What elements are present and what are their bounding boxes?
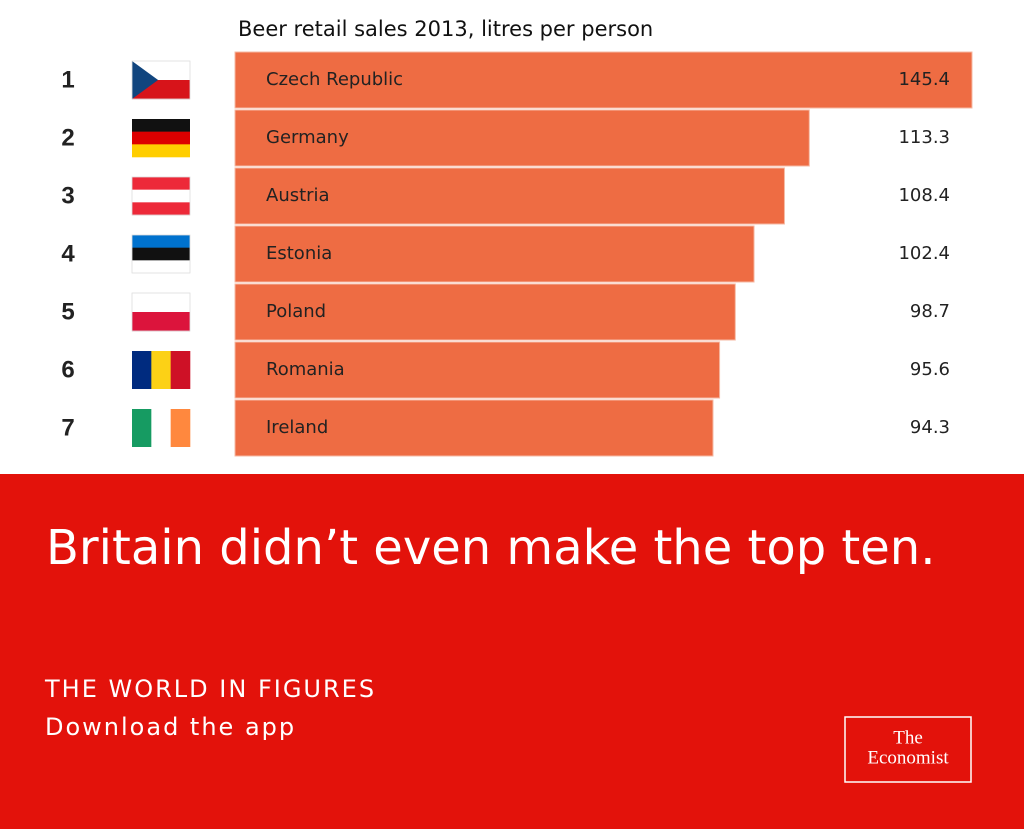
bar (234, 167, 785, 225)
flag-border (131, 234, 191, 274)
bar (234, 225, 755, 283)
value-label: 145.4 (898, 69, 950, 90)
category-label: Romania (266, 359, 345, 380)
flag-stripe (151, 409, 171, 447)
flag-stripe (132, 119, 190, 132)
flag-stripe (132, 131, 190, 145)
value-label: 94.3 (910, 417, 950, 438)
flag-stripe (132, 144, 190, 158)
rank: 3 (61, 182, 74, 209)
banner-background (0, 474, 1024, 829)
flag-stripe (132, 293, 190, 313)
flag-stripe (132, 202, 190, 216)
flag-border (131, 60, 191, 100)
flag-stripe (132, 260, 190, 274)
bar (234, 109, 810, 167)
flag-border (131, 292, 191, 332)
flag-stripe (170, 351, 191, 389)
headline: Britain didn’t even make the top ten. (46, 520, 935, 576)
flag-stripe (132, 189, 190, 203)
rank: 5 (61, 298, 74, 325)
chart-title: Beer retail sales 2013, litres per perso… (238, 17, 653, 41)
value-label: 95.6 (910, 359, 950, 380)
bar (234, 283, 736, 341)
tagline: THE WORLD IN FIGURES (44, 675, 376, 703)
download-link[interactable]: Download the app (45, 713, 296, 741)
flag-stripe (132, 351, 152, 389)
category-label: Austria (266, 185, 330, 206)
value-label: 98.7 (910, 301, 950, 322)
flag-stripe (132, 247, 190, 261)
category-label: Estonia (266, 243, 332, 264)
bar (234, 399, 714, 457)
value-label: 108.4 (898, 185, 950, 206)
flag-stripe (170, 409, 191, 447)
category-label: Poland (266, 301, 326, 322)
flag-stripe (132, 177, 190, 190)
flag-stripe (151, 351, 171, 389)
bar (234, 341, 721, 399)
flag-stripe (132, 235, 190, 248)
category-label: Ireland (266, 417, 328, 438)
flag-stripe (132, 312, 190, 332)
rank: 7 (61, 414, 74, 441)
flag-border (131, 176, 191, 216)
value-label: 113.3 (898, 127, 950, 148)
rank: 2 (61, 124, 74, 151)
logo-box (844, 716, 972, 783)
rank: 6 (61, 356, 74, 383)
rank: 1 (61, 66, 74, 93)
category-label: Czech Republic (266, 69, 403, 90)
rank: 4 (61, 240, 75, 267)
flag-triangle (132, 61, 159, 99)
category-label: Germany (266, 127, 349, 148)
value-label: 102.4 (898, 243, 950, 264)
logo-text: The (893, 727, 923, 748)
flag-stripe (132, 409, 152, 447)
bar (234, 51, 973, 109)
logo-text: Economist (867, 747, 949, 768)
